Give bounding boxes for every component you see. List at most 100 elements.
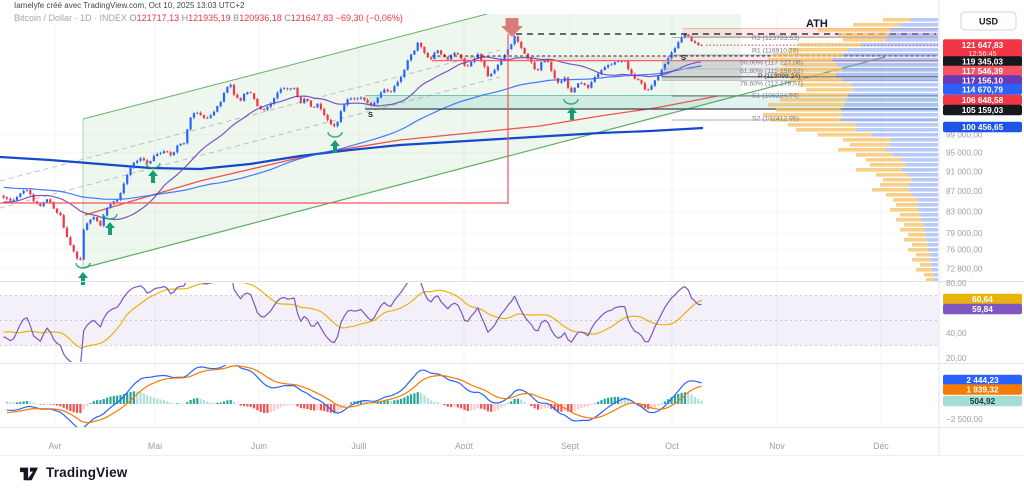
vp-bar-yellow	[843, 138, 891, 142]
vp-bar-blue	[872, 133, 938, 137]
symbol-legend[interactable]: Bitcoin / Dollar · 1D · INDEX O121717,13…	[14, 13, 403, 23]
axis-value-text: 1 939,32	[966, 385, 999, 395]
macd-histogram-bar	[389, 400, 393, 404]
macd-histogram-bar	[212, 402, 216, 404]
vp-bar-yellow	[920, 263, 932, 267]
vp-bar-yellow	[818, 28, 890, 32]
macd-histogram-bar	[610, 397, 613, 404]
macd-histogram-bar	[146, 395, 149, 404]
macd-histogram-bar	[403, 397, 406, 404]
s-level-label: S	[368, 110, 373, 119]
macd-pane[interactable]	[5, 362, 703, 429]
vp-bar-yellow	[912, 243, 929, 247]
vp-bar-yellow	[883, 178, 912, 182]
month-label: Juin	[251, 441, 267, 451]
vp-bar-yellow	[856, 168, 902, 172]
level-label: R2 (123783.53)	[752, 35, 799, 42]
macd-histogram-bar	[256, 404, 259, 411]
price-tick: 83 000,00	[946, 207, 983, 216]
macd-histogram-bar	[136, 391, 139, 404]
trend-channel-fill	[83, 14, 741, 268]
ath-zone	[683, 28, 938, 37]
month-label: Août	[455, 441, 474, 451]
rsi-tick: 40,00	[946, 329, 967, 338]
macd-histogram-bar	[607, 397, 610, 404]
macd-histogram-bar	[52, 404, 55, 405]
macd-histogram-bar	[416, 392, 419, 404]
tradingview-logo-icon[interactable]	[18, 464, 40, 482]
macd-histogram-bar	[286, 404, 289, 406]
macd-histogram-bar	[316, 404, 319, 411]
axis-value-label	[943, 56, 1022, 67]
vp-bar-yellow	[790, 78, 842, 82]
tradingview-brand-text[interactable]: TradingView	[46, 465, 128, 480]
price-tick: 87 000,00	[946, 187, 983, 196]
countdown-text: 12:56:45	[969, 49, 997, 58]
vp-bar-yellow	[776, 108, 841, 112]
macd-histogram-bar	[42, 404, 45, 405]
vp-bar-blue	[909, 183, 938, 187]
axis-value-label	[943, 303, 1022, 315]
macd-histogram-bar	[232, 401, 236, 404]
macd-histogram-bar	[516, 398, 520, 404]
axis-value-label	[943, 75, 1022, 86]
price-axis[interactable]: 99 000,00 95 000,00 91 000,00 87 000,00 83 0…	[943, 39, 1022, 424]
vp-bar-blue	[917, 198, 938, 202]
vp-bar-yellow	[773, 73, 836, 77]
axis-value-text: 100 456,65	[962, 122, 1004, 132]
macd-histogram-bar	[222, 401, 226, 404]
macd-histogram-bar	[109, 396, 112, 404]
change-value: −69,30 (−0,06%)	[335, 13, 403, 23]
vp-bar-yellow	[798, 43, 861, 47]
macd-histogram-bar	[32, 402, 35, 404]
macd-histogram-bar	[590, 404, 593, 406]
macd-histogram-bar	[35, 403, 39, 405]
macd-histogram-bar	[239, 404, 242, 406]
vp-bar-blue	[888, 33, 938, 37]
macd-histogram-bar	[376, 402, 379, 404]
vp-bar-yellow	[908, 248, 928, 252]
macd-histogram-bar	[179, 403, 182, 404]
macd-histogram-bar	[373, 402, 376, 404]
buy-arrow-icon	[567, 107, 577, 120]
macd-histogram-bar	[663, 401, 666, 404]
macd-histogram-bar	[436, 402, 439, 404]
axis-value-text: 105 159,03	[962, 105, 1004, 115]
vp-bar-yellow	[896, 218, 921, 222]
vp-bar-blue	[835, 73, 938, 77]
macd-histogram-bar	[142, 393, 145, 404]
time-axis[interactable]: Avr Mai Juin Juill Août Sept Oct Nov Déc	[48, 441, 889, 451]
macd-histogram-bar	[633, 403, 636, 405]
macd-histogram-bar	[450, 404, 453, 408]
macd-histogram-bar	[29, 401, 32, 404]
vp-bar-yellow	[900, 213, 921, 217]
vp-bar-yellow	[798, 83, 852, 87]
macd-histogram-bar	[156, 398, 159, 404]
axis-value-text: 59,84	[972, 304, 993, 314]
macd-histogram-bar	[149, 396, 152, 404]
vp-bar-blue	[925, 238, 938, 242]
macd-histogram-bar	[186, 402, 189, 404]
macd-histogram-bar	[463, 404, 466, 410]
level-label: S1 (108224.94)	[752, 93, 799, 100]
axis-value-text: 114 670,79	[962, 85, 1003, 95]
chart-canvas[interactable]: ATH S S R2 (123783.53) R1 (118910.23) 50,00% …	[0, 0, 1024, 455]
macd-histogram-bar	[112, 395, 115, 404]
macd-histogram-bar	[319, 404, 322, 411]
macd-histogram-bar	[603, 398, 606, 404]
level-label: R1 (118910.23)	[752, 48, 799, 55]
fib-zone-dark	[662, 61, 742, 81]
vp-bar-blue	[840, 108, 938, 112]
macd-histogram-bar	[293, 404, 296, 406]
vp-bar-blue	[934, 278, 938, 282]
vp-bar-blue	[929, 258, 938, 262]
macd-histogram-bar	[423, 395, 426, 404]
macd-histogram-bar	[263, 404, 266, 413]
macd-histogram-bar	[677, 394, 680, 404]
separator: ·	[91, 13, 100, 23]
macd-histogram-bar	[426, 397, 429, 404]
vp-bar-yellow	[796, 128, 856, 132]
vp-bar-yellow	[788, 48, 848, 52]
currency-button[interactable]: USD	[960, 11, 1017, 31]
rsi-pane[interactable]	[0, 272, 938, 366]
